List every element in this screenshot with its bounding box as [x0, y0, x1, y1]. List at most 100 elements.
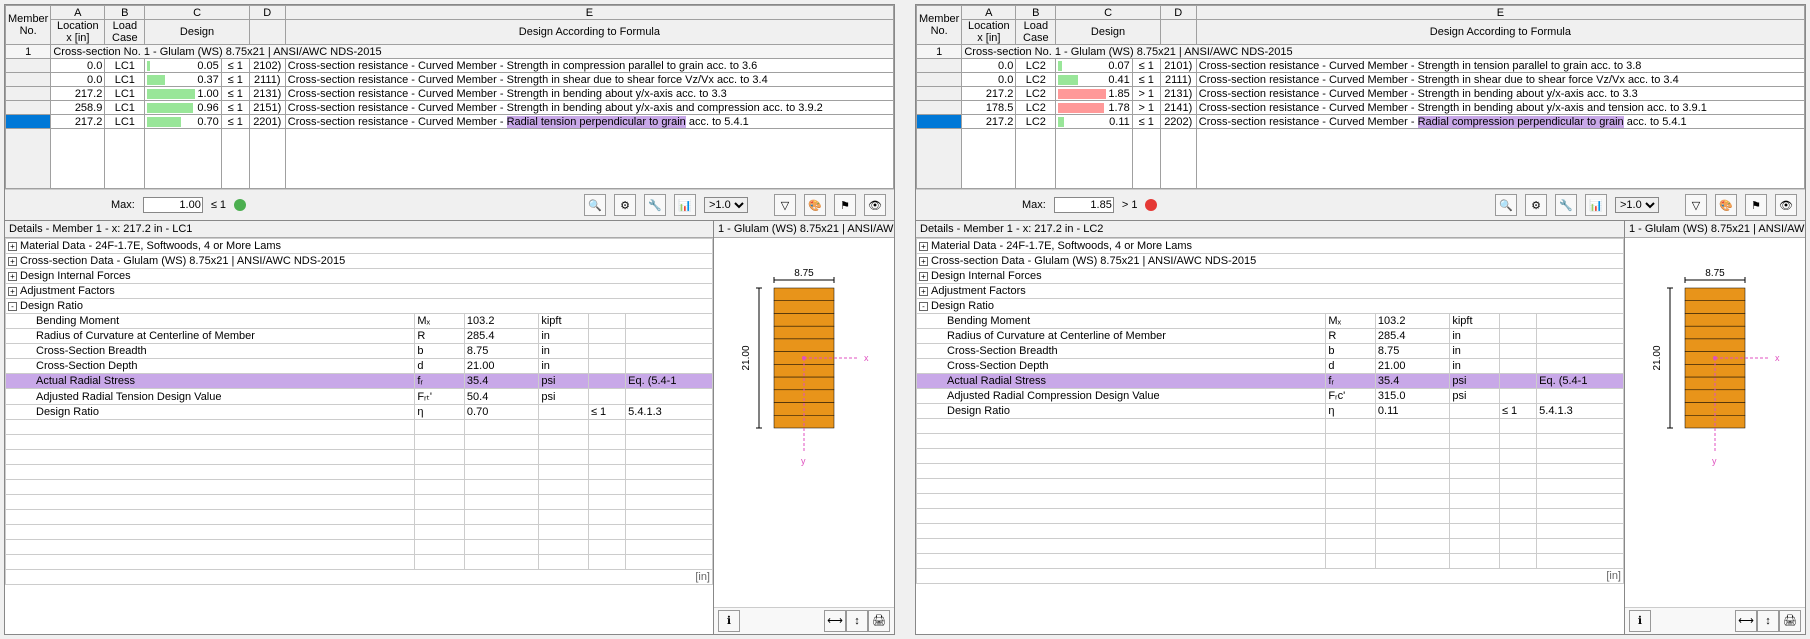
- eye-icon[interactable]: 👁: [1775, 194, 1797, 216]
- dim-a-icon[interactable]: ⟷: [824, 610, 846, 632]
- dim-b-icon[interactable]: ↕: [1757, 610, 1779, 632]
- info-icon[interactable]: ℹ: [1629, 610, 1651, 632]
- cell-code[interactable]: 2102): [249, 59, 285, 73]
- cell-desc[interactable]: Cross-section resistance - Curved Member…: [285, 59, 893, 73]
- cell-x[interactable]: 217.2: [962, 87, 1016, 101]
- row-header[interactable]: [6, 59, 51, 73]
- cell-code[interactable]: 2141): [1160, 101, 1196, 115]
- dim-a-icon[interactable]: ⟷: [1735, 610, 1757, 632]
- tree-node[interactable]: +Cross-section Data - Glulam (WS) 8.75x2…: [917, 254, 1624, 269]
- cell-desc[interactable]: Cross-section resistance - Curved Member…: [1196, 59, 1804, 73]
- cell-desc[interactable]: Cross-section resistance - Curved Member…: [1196, 73, 1804, 87]
- tree-node[interactable]: +Cross-section Data - Glulam (WS) 8.75x2…: [6, 254, 713, 269]
- cell-code[interactable]: 2111): [1160, 73, 1196, 87]
- cell-desc[interactable]: Cross-section resistance - Curved Member…: [1196, 87, 1804, 101]
- cell-lc[interactable]: LC1: [105, 87, 145, 101]
- row-header[interactable]: [917, 101, 962, 115]
- funnel-icon[interactable]: ▽: [1685, 194, 1707, 216]
- expand-icon[interactable]: +: [8, 242, 17, 251]
- filter-type-icon[interactable]: 🔍: [1495, 194, 1517, 216]
- cell-lc[interactable]: LC2: [1016, 101, 1056, 115]
- max-value[interactable]: [1054, 197, 1114, 213]
- expand-icon[interactable]: +: [919, 257, 928, 266]
- row-header[interactable]: [917, 115, 962, 129]
- cell-ratio[interactable]: 0.11: [1056, 115, 1132, 129]
- funnel-icon[interactable]: ▽: [774, 194, 796, 216]
- cell-code[interactable]: 2111): [249, 73, 285, 87]
- cell-x[interactable]: 178.5: [962, 101, 1016, 115]
- cell-code[interactable]: 2201): [249, 115, 285, 129]
- tree-node[interactable]: +Material Data - 24F-1.7E, Softwoods, 4 …: [6, 239, 713, 254]
- cell-x[interactable]: 0.0: [51, 59, 105, 73]
- expand-icon[interactable]: +: [919, 287, 928, 296]
- filter-ratio-icon[interactable]: ⚙: [614, 194, 636, 216]
- tree-node[interactable]: -Design Ratio: [6, 299, 713, 314]
- dim-b-icon[interactable]: ↕: [846, 610, 868, 632]
- palette-icon[interactable]: 🎨: [804, 194, 826, 216]
- cell-code[interactable]: 2131): [249, 87, 285, 101]
- cell-x[interactable]: 217.2: [51, 115, 105, 129]
- cell-desc[interactable]: Cross-section resistance - Curved Member…: [1196, 101, 1804, 115]
- collapse-icon[interactable]: -: [919, 302, 928, 311]
- cell-ratio[interactable]: 0.41: [1056, 73, 1132, 87]
- cell-ratio[interactable]: 0.05: [145, 59, 221, 73]
- tree-node[interactable]: +Design Internal Forces: [917, 269, 1624, 284]
- filter-ratio-icon[interactable]: ⚙: [1525, 194, 1547, 216]
- cell-code[interactable]: 2131): [1160, 87, 1196, 101]
- row-header[interactable]: [6, 115, 51, 129]
- expand-icon[interactable]: +: [919, 272, 928, 281]
- details-tree[interactable]: +Material Data - 24F-1.7E, Softwoods, 4 …: [5, 238, 713, 585]
- row-header[interactable]: [917, 73, 962, 87]
- eye-icon[interactable]: 👁: [864, 194, 886, 216]
- cell-lc[interactable]: LC1: [105, 73, 145, 87]
- cell-ratio[interactable]: 1.78: [1056, 101, 1132, 115]
- filter-type-icon[interactable]: 🔍: [584, 194, 606, 216]
- cell-x[interactable]: 217.2: [962, 115, 1016, 129]
- flag-icon[interactable]: ⚑: [1745, 194, 1767, 216]
- cell-lc[interactable]: LC2: [1016, 73, 1056, 87]
- tree-node[interactable]: +Adjustment Factors: [917, 284, 1624, 299]
- cell-code[interactable]: 2151): [249, 101, 285, 115]
- cell-code[interactable]: 2101): [1160, 59, 1196, 73]
- cell-x[interactable]: 0.0: [962, 73, 1016, 87]
- row-header[interactable]: [6, 87, 51, 101]
- cell-code[interactable]: 2202): [1160, 115, 1196, 129]
- row-header[interactable]: [6, 73, 51, 87]
- expand-icon[interactable]: +: [8, 287, 17, 296]
- collapse-icon[interactable]: -: [8, 302, 17, 311]
- cell-desc[interactable]: Cross-section resistance - Curved Member…: [285, 73, 893, 87]
- cell-ratio[interactable]: 0.96: [145, 101, 221, 115]
- cell-lc[interactable]: LC1: [105, 101, 145, 115]
- cell-desc[interactable]: Cross-section resistance - Curved Member…: [285, 87, 893, 101]
- cell-x[interactable]: 0.0: [51, 73, 105, 87]
- info-icon[interactable]: ℹ: [718, 610, 740, 632]
- palette-icon[interactable]: 🎨: [1715, 194, 1737, 216]
- tree-node[interactable]: -Design Ratio: [917, 299, 1624, 314]
- details-tree[interactable]: +Material Data - 24F-1.7E, Softwoods, 4 …: [916, 238, 1624, 584]
- cell-ratio[interactable]: 1.85: [1056, 87, 1132, 101]
- tree-node[interactable]: +Material Data - 24F-1.7E, Softwoods, 4 …: [917, 239, 1624, 254]
- cell-lc[interactable]: LC2: [1016, 87, 1056, 101]
- cell-x[interactable]: 0.0: [962, 59, 1016, 73]
- expand-icon[interactable]: +: [919, 242, 928, 251]
- cell-desc[interactable]: Cross-section resistance - Curved Member…: [285, 115, 893, 129]
- print-icon[interactable]: 🖨: [1779, 610, 1801, 632]
- cell-lc[interactable]: LC2: [1016, 115, 1056, 129]
- tree-node[interactable]: +Design Internal Forces: [6, 269, 713, 284]
- expand-icon[interactable]: +: [8, 272, 17, 281]
- cell-lc[interactable]: LC2: [1016, 59, 1056, 73]
- tree-node[interactable]: +Adjustment Factors: [6, 284, 713, 299]
- cell-x[interactable]: 217.2: [51, 87, 105, 101]
- cell-desc[interactable]: Cross-section resistance - Curved Member…: [285, 101, 893, 115]
- expand-icon[interactable]: +: [8, 257, 17, 266]
- cell-ratio[interactable]: 1.00: [145, 87, 221, 101]
- cell-ratio[interactable]: 0.37: [145, 73, 221, 87]
- cell-desc[interactable]: Cross-section resistance - Curved Member…: [1196, 115, 1804, 129]
- row-header[interactable]: [917, 59, 962, 73]
- chart-icon[interactable]: 📊: [674, 194, 696, 216]
- filter-select[interactable]: >1.0: [704, 197, 748, 213]
- cell-x[interactable]: 258.9: [51, 101, 105, 115]
- row-header[interactable]: [917, 87, 962, 101]
- filter-select[interactable]: >1.0: [1615, 197, 1659, 213]
- chart-icon[interactable]: 📊: [1585, 194, 1607, 216]
